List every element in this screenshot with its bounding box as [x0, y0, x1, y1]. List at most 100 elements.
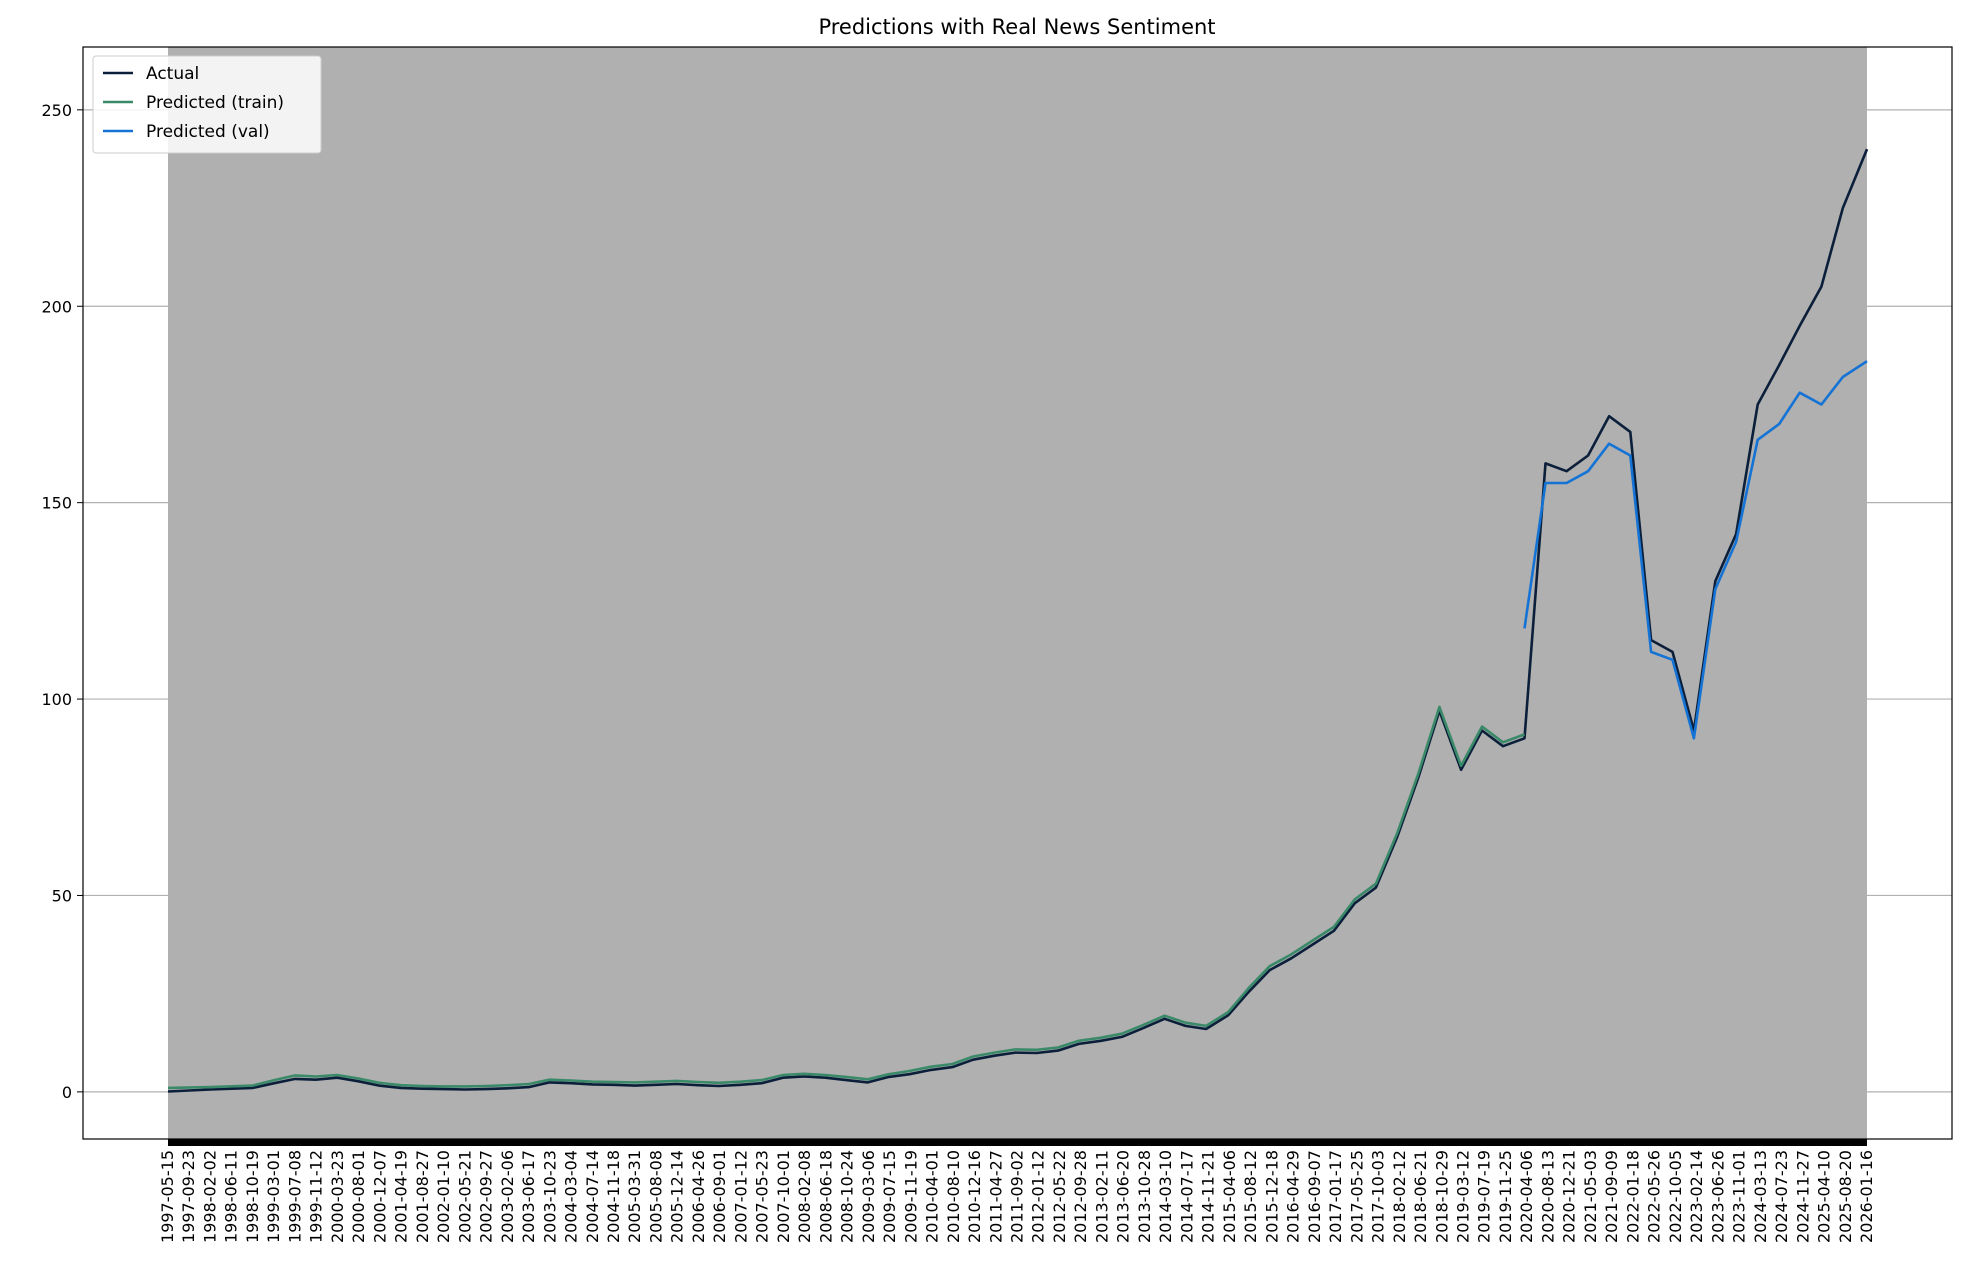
x-tick-label: 1998-02-02: [200, 1150, 219, 1243]
x-tick-label: 2004-11-18: [604, 1150, 623, 1243]
x-axis: 1997-05-15 1997-09-23 1998-02-02 1998-06-11…: [158, 1139, 1876, 1243]
x-tick-label: 2003-10-23: [540, 1150, 559, 1243]
x-tick-label: 2007-05-23: [753, 1150, 772, 1243]
legend-label: Predicted (train): [146, 93, 284, 113]
x-tick-label: 2009-07-15: [880, 1150, 899, 1243]
x-tick-label: 2022-05-26: [1645, 1150, 1664, 1243]
x-tick-label: 1997-09-23: [179, 1150, 198, 1243]
x-tick-label: 2010-12-16: [965, 1150, 984, 1243]
x-tick-label: 2024-07-23: [1772, 1150, 1791, 1243]
x-tick-label: 2010-08-10: [944, 1150, 963, 1243]
chart-title: Predictions with Real News Sentiment: [818, 15, 1215, 39]
y-tick-label: 200: [41, 297, 72, 316]
x-tick-label: 2003-02-06: [498, 1150, 517, 1243]
series-line-3: [1523, 360, 1868, 740]
x-tick-label: 2024-11-27: [1793, 1150, 1812, 1243]
x-tick-label: 1997-05-15: [158, 1150, 177, 1243]
x-tick-label: 2022-10-05: [1666, 1150, 1685, 1243]
x-tick-label: 2000-03-23: [328, 1150, 347, 1243]
x-tick-label: 2018-02-12: [1390, 1150, 1409, 1243]
x-tick-label: 2008-02-08: [795, 1150, 814, 1243]
x-tick-label: 2020-08-13: [1538, 1150, 1557, 1243]
x-tick-label: 2012-01-12: [1029, 1150, 1048, 1243]
x-tick-label: 2022-01-18: [1623, 1150, 1642, 1243]
x-tick-label: 2002-09-27: [477, 1150, 496, 1243]
x-tick-label: 2021-09-09: [1602, 1150, 1621, 1243]
x-tick-label: 2002-05-21: [455, 1150, 474, 1243]
x-tick-label: 2011-04-27: [986, 1150, 1005, 1243]
x-tick-label: 2008-10-24: [838, 1150, 857, 1243]
x-tick-label: 2014-07-17: [1177, 1150, 1196, 1243]
y-tick-label: 50: [52, 886, 72, 905]
x-tick-label: 2021-05-03: [1581, 1150, 1600, 1243]
x-tick-label: 2012-09-28: [1071, 1150, 1090, 1243]
y-tick-label: 0: [62, 1083, 72, 1102]
x-tick-label: 2017-05-25: [1347, 1150, 1366, 1243]
legend-box: [92, 55, 322, 154]
x-tick-label: 2004-07-14: [583, 1150, 602, 1243]
series-line-2: [167, 705, 1525, 1090]
x-tick-label: 1999-07-08: [285, 1150, 304, 1243]
legend: Actual Predicted (train) Predicted (val): [92, 55, 322, 154]
legend-label: Predicted (val): [146, 122, 270, 142]
y-axis: 0 50 100 150 200 250: [41, 101, 83, 1102]
x-tick-label: 2013-06-20: [1114, 1150, 1133, 1243]
x-tick-label: 2001-04-19: [392, 1150, 411, 1243]
x-tick-label: 2009-03-06: [859, 1150, 878, 1243]
x-tick-label: 2023-02-14: [1687, 1150, 1706, 1243]
x-tick-label: 2002-01-10: [434, 1150, 453, 1243]
x-tick-label: 2004-03-04: [562, 1150, 581, 1243]
x-tick-label: 2017-01-17: [1326, 1150, 1345, 1243]
x-tick-label: 2006-09-01: [710, 1150, 729, 1243]
x-tick-label: 1999-03-01: [264, 1150, 283, 1243]
x-tick-label: 2005-12-14: [668, 1150, 687, 1243]
plot-background: [168, 47, 1867, 1139]
x-tick-label: 2015-12-18: [1262, 1150, 1281, 1243]
x-tick-label: 2020-04-06: [1517, 1150, 1536, 1243]
x-tick-label: 2025-08-20: [1836, 1150, 1855, 1243]
y-gridlines: [83, 109, 1952, 1093]
x-tick-label: 2020-12-21: [1560, 1150, 1579, 1243]
y-tick-label: 250: [41, 101, 72, 120]
x-tick-label: 2025-04-10: [1815, 1150, 1834, 1243]
y-tick-label: 100: [41, 690, 72, 709]
x-tick-label: 2013-10-28: [1135, 1150, 1154, 1243]
legend-label: Actual: [146, 64, 199, 84]
x-tick-label: 2000-08-01: [349, 1150, 368, 1243]
x-tick-label: 2008-06-18: [816, 1150, 835, 1243]
x-tick-label: 2019-11-25: [1496, 1150, 1515, 1243]
x-tick-label: 1998-06-11: [222, 1150, 241, 1243]
x-tick-label: 2006-04-26: [689, 1150, 708, 1243]
x-tick-band: [168, 1139, 1867, 1146]
x-tick-label: 2018-10-29: [1432, 1150, 1451, 1243]
x-tick-label: 2001-08-27: [413, 1150, 432, 1243]
x-tick-label: 2005-03-31: [625, 1150, 644, 1243]
x-tick-label: 2015-08-12: [1241, 1150, 1260, 1243]
x-tick-label: 2011-09-02: [1008, 1150, 1027, 1243]
series-layer: [167, 148, 1869, 1093]
x-tick-label: 2012-05-22: [1050, 1150, 1069, 1243]
x-tick-label: 2007-01-12: [731, 1150, 750, 1243]
x-tick-label: 2018-06-21: [1411, 1150, 1430, 1243]
x-tick-label: 2023-06-26: [1708, 1150, 1727, 1243]
x-tick-label: 2003-06-17: [519, 1150, 538, 1243]
x-tick-label: 2000-12-07: [370, 1150, 389, 1243]
x-tick-label: 2005-08-08: [646, 1150, 665, 1243]
series-line-1: [167, 148, 1869, 1093]
x-tick-label: 2015-04-06: [1220, 1150, 1239, 1243]
x-tick-label: 2019-03-12: [1453, 1150, 1472, 1243]
x-tick-label: 2024-03-13: [1751, 1150, 1770, 1243]
y-tick-label: 150: [41, 494, 72, 513]
x-tick-label: 2014-11-21: [1199, 1150, 1218, 1243]
x-tick-label: 2026-01-16: [1857, 1150, 1876, 1243]
x-tick-label: 2013-02-11: [1092, 1150, 1111, 1243]
x-tick-label: 2017-10-03: [1369, 1150, 1388, 1243]
x-tick-label: 2019-07-19: [1475, 1150, 1494, 1243]
x-tick-label: 2007-10-01: [774, 1150, 793, 1243]
x-tick-label: 1999-11-12: [307, 1150, 326, 1243]
x-tick-label: 2014-03-10: [1156, 1150, 1175, 1243]
x-tick-label: 2009-11-19: [901, 1150, 920, 1243]
x-tick-label: 2023-11-01: [1730, 1150, 1749, 1243]
x-tick-label: 2016-09-07: [1305, 1150, 1324, 1243]
